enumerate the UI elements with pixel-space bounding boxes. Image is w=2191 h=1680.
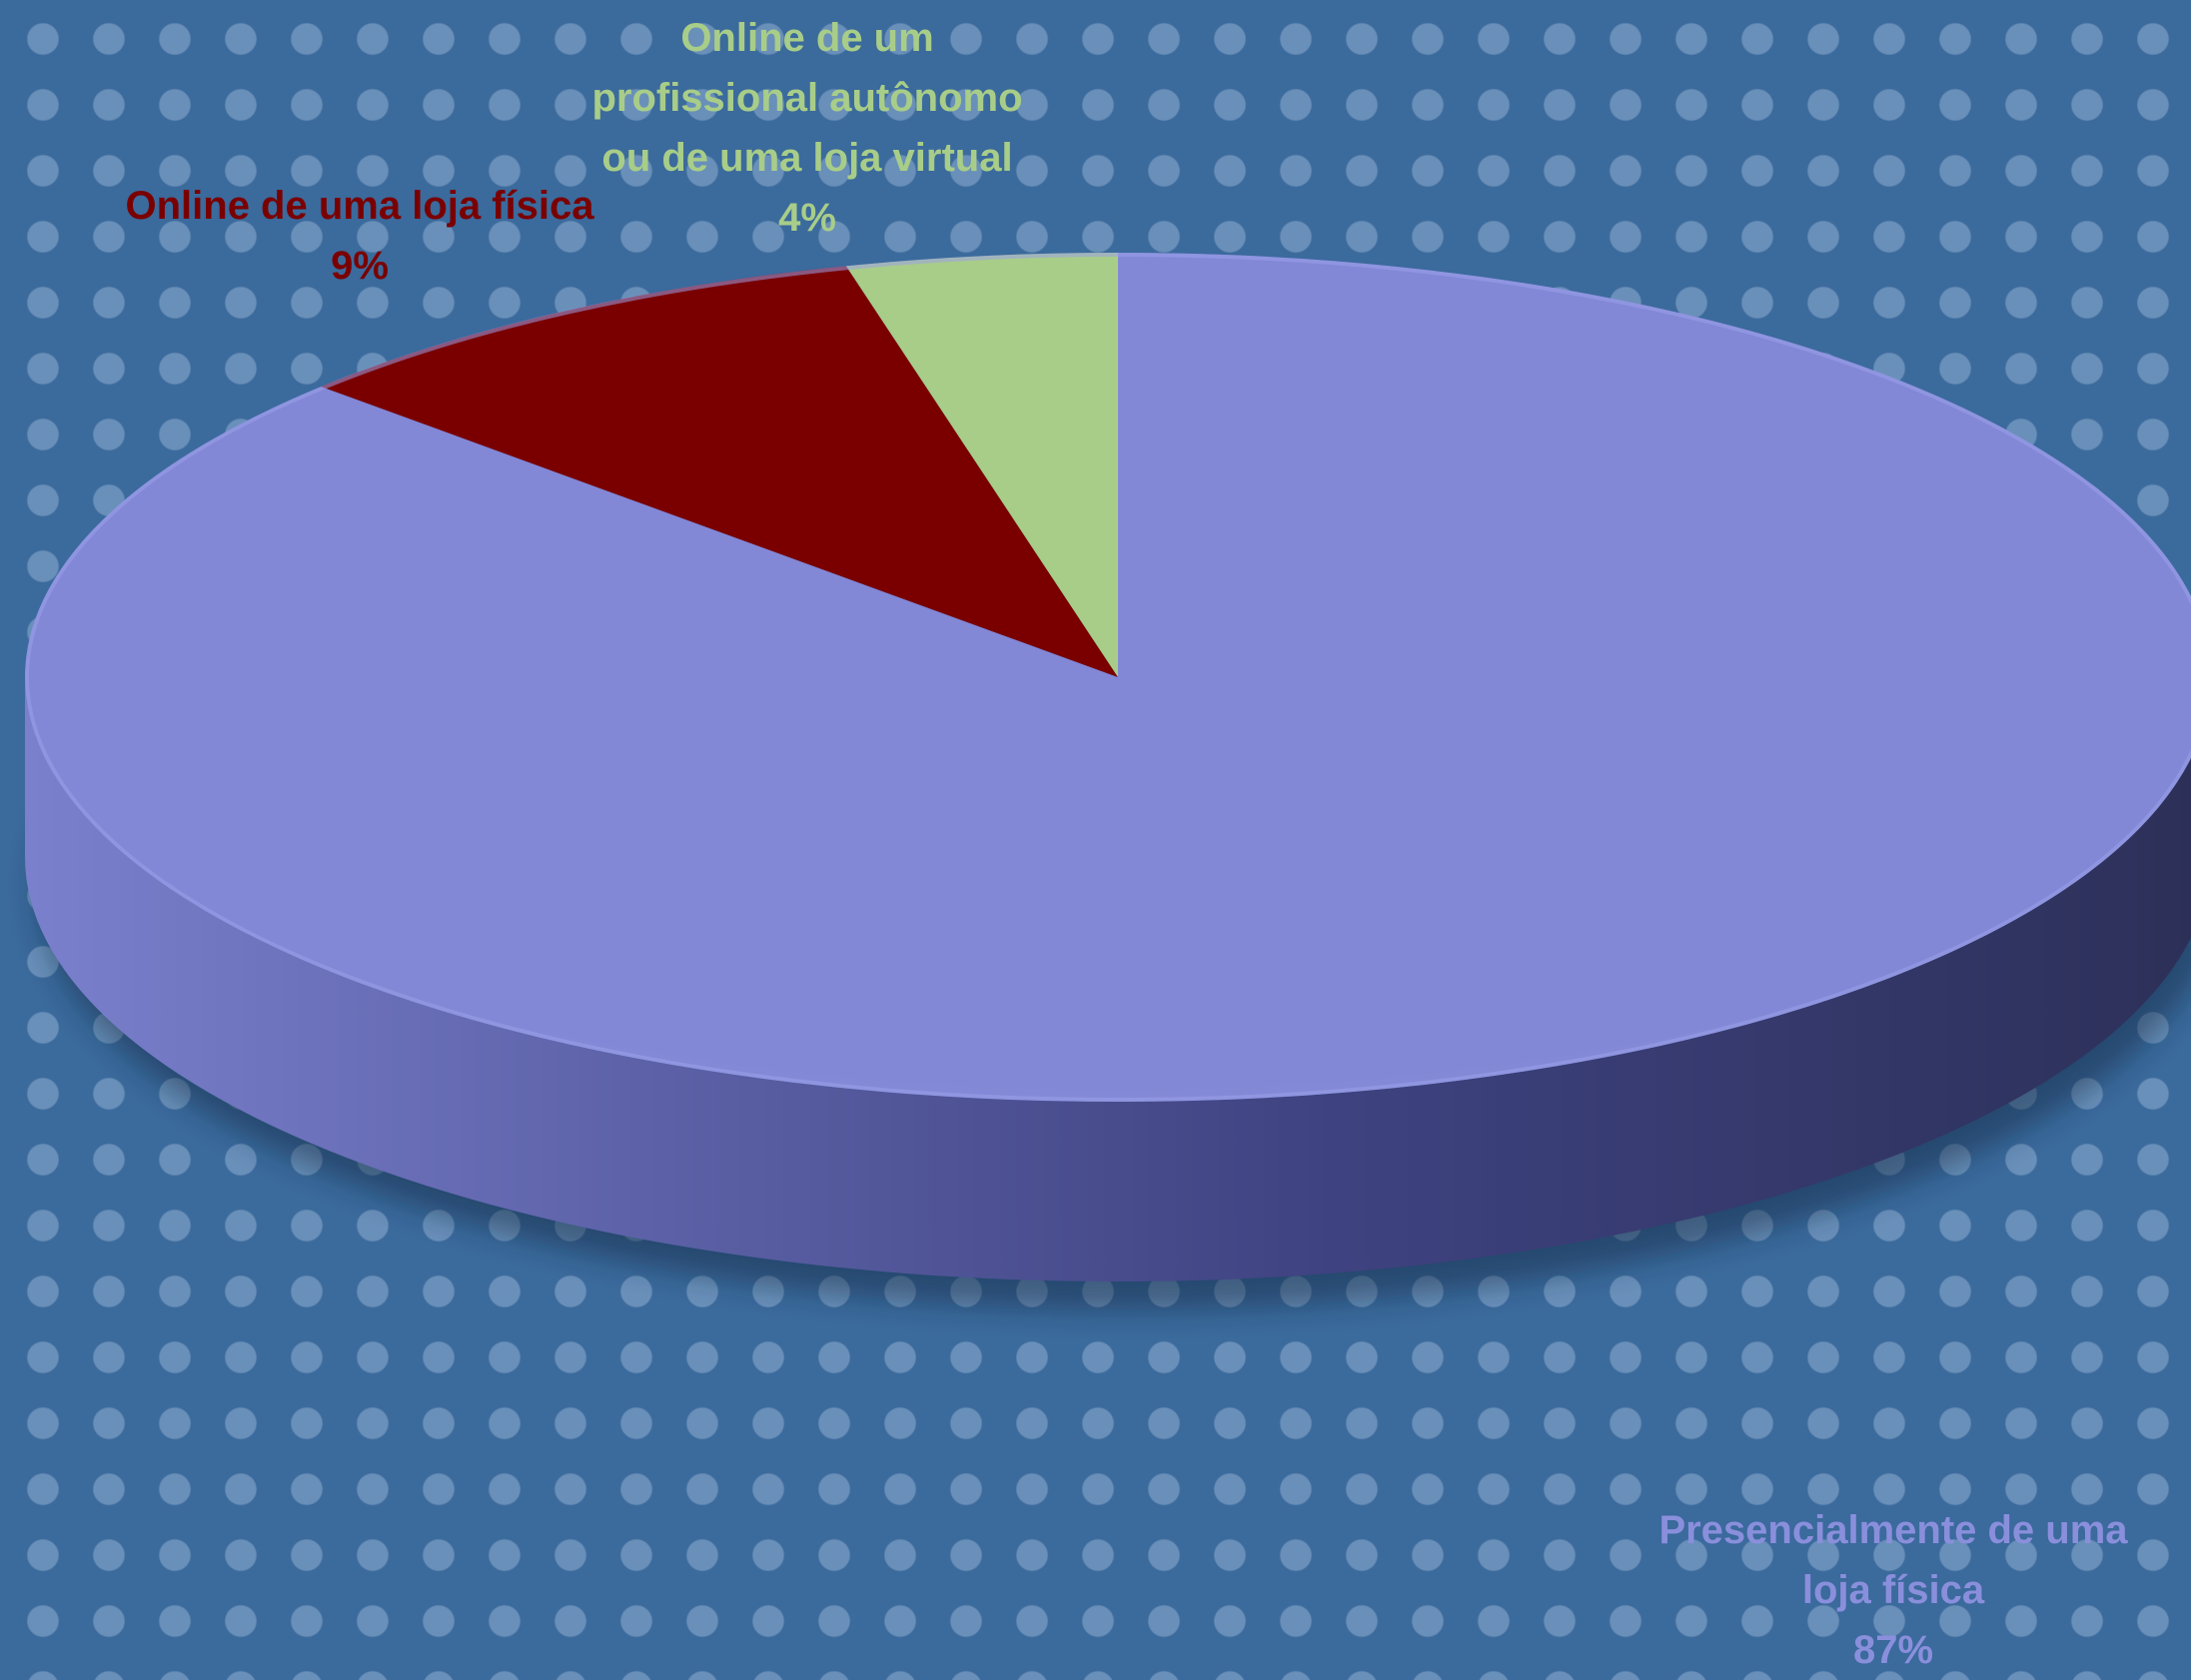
label-online-autonomo-line-1: Online de um <box>680 16 934 60</box>
label-online-autonomo: Online de um profissional autônomo ou de… <box>577 8 1037 248</box>
pie-top-rim <box>25 253 2191 1102</box>
label-online-fisica-line-1: Online de uma loja física <box>125 184 594 228</box>
label-online-fisica-value: 9% <box>331 244 389 288</box>
pie-slices <box>25 253 2191 1102</box>
label-online-autonomo-line-3: ou de uma loja virtual <box>601 136 1013 180</box>
label-presencial: Presencialmente de uma loja física 87% <box>1624 1500 2163 1680</box>
label-presencial-line-1: Presencialmente de uma <box>1658 1508 2128 1552</box>
label-online-autonomo-value: 4% <box>778 196 836 240</box>
label-presencial-line-2: loja física <box>1801 1568 1985 1612</box>
slice-presencial-side <box>25 677 2191 1281</box>
label-presencial-value: 87% <box>1852 1628 1934 1672</box>
label-online-fisica: Online de uma loja física 9% <box>100 176 619 296</box>
pie-side <box>25 677 2191 1281</box>
label-online-autonomo-line-2: profissional autônomo <box>591 76 1023 120</box>
